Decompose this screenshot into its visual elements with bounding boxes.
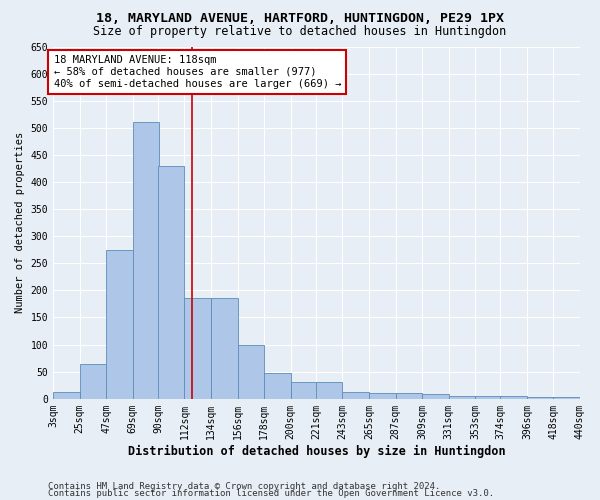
Text: Contains HM Land Registry data © Crown copyright and database right 2024.: Contains HM Land Registry data © Crown c… [48,482,440,491]
Y-axis label: Number of detached properties: Number of detached properties [15,132,25,313]
Bar [264,372,290,398]
Bar [553,397,580,398]
Bar [475,396,502,398]
Bar [422,394,449,398]
Bar [53,392,80,398]
Text: 18, MARYLAND AVENUE, HARTFORD, HUNTINGDON, PE29 1PX: 18, MARYLAND AVENUE, HARTFORD, HUNTINGDO… [96,12,504,26]
Bar [395,394,422,398]
Text: 18 MARYLAND AVENUE: 118sqm
← 58% of detached houses are smaller (977)
40% of sem: 18 MARYLAND AVENUE: 118sqm ← 58% of deta… [53,56,341,88]
Bar [211,298,238,398]
Bar [106,250,133,398]
Bar [133,122,159,398]
Bar [343,392,369,398]
Text: Size of property relative to detached houses in Huntingdon: Size of property relative to detached ho… [94,25,506,38]
Bar [316,382,343,398]
Bar [184,298,211,398]
X-axis label: Distribution of detached houses by size in Huntingdon: Distribution of detached houses by size … [128,444,505,458]
Bar [449,396,475,398]
Bar [158,166,184,398]
Bar [80,364,106,398]
Text: Contains public sector information licensed under the Open Government Licence v3: Contains public sector information licen… [48,490,494,498]
Bar [500,396,527,398]
Bar [290,382,317,398]
Bar [369,394,395,398]
Bar [527,397,553,398]
Bar [238,344,264,399]
